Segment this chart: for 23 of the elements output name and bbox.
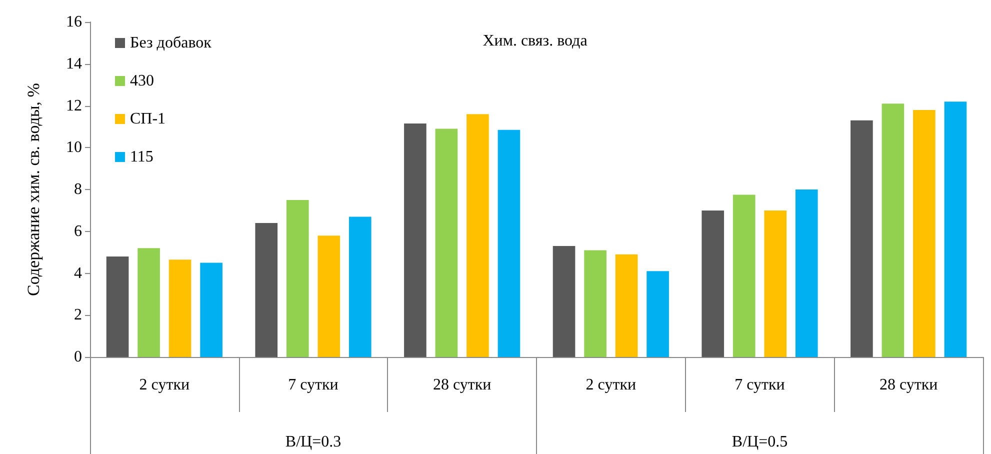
text: Хим. связ. вода [482,32,588,50]
legend-label: СП-1 [130,110,166,128]
y-tick-label: 2 [74,306,82,324]
legend-label: 115 [130,148,154,166]
y-tick-label: 4 [74,264,82,282]
x-tick-label: 7 сутки [288,376,339,394]
y-tick-label: 8 [74,181,82,198]
x-tick-label: 28 сутки [879,376,938,394]
x-tick-label: 28 сутки [432,376,492,394]
y-tick-label: 12 [66,97,82,114]
text: В/Ц=0.5 [732,434,788,450]
y-tick-label: 16 [66,14,82,30]
x-tick-label: 7 сутки [734,376,786,394]
legend-label: 430 [130,72,154,90]
y-axis-title: Содержание хим. св. воды, % [24,83,43,296]
y-tick-label: 10 [66,139,82,156]
text: В/Ц=0.3 [285,434,342,450]
y-tick-label: 14 [66,55,82,72]
y-tick-label: 0 [74,348,82,366]
legend-label: Без добавок [130,34,212,52]
x-tick-label: 2 сутки [139,376,190,394]
y-tick-label: 6 [74,222,82,240]
x-tick-label: 2 сутки [586,376,636,394]
